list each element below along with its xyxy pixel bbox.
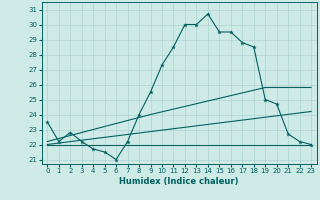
X-axis label: Humidex (Indice chaleur): Humidex (Indice chaleur) [119,177,239,186]
